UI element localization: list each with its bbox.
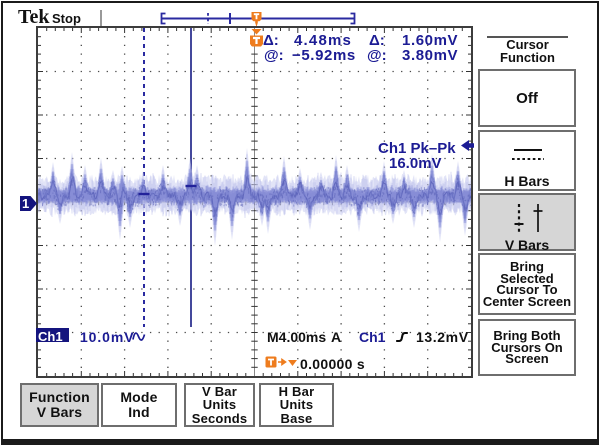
svg-text:1: 1 bbox=[22, 196, 29, 211]
